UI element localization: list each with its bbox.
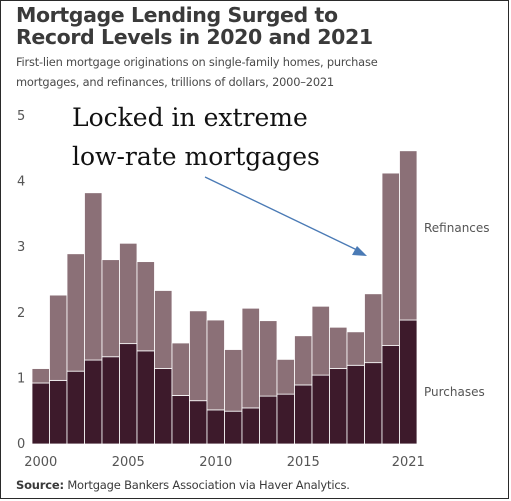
x-tick-2010: 2010	[199, 455, 232, 470]
bar-purchases-2002	[67, 371, 85, 444]
bar-refinances-2009	[190, 311, 208, 401]
bar-purchases-2016	[312, 375, 330, 444]
bar-purchases-2004	[102, 357, 120, 444]
bar-purchases-2008	[172, 395, 190, 444]
bar-refinances-2007	[155, 290, 173, 368]
source-note: Source: Mortgage Bankers Association via…	[16, 478, 350, 492]
bar-refinances-2015	[295, 336, 313, 385]
y-tick-5: 5	[17, 109, 25, 124]
x-tick-2000: 2000	[24, 455, 57, 470]
bar-purchases-2018	[347, 365, 365, 444]
bar-purchases-2001	[50, 380, 68, 444]
y-axis-ticks: 0 1 2 3 4 5	[17, 109, 25, 452]
bar-purchases-2019	[365, 363, 383, 444]
y-tick-1: 1	[17, 371, 25, 386]
bar-refinances-2006	[137, 262, 155, 351]
bar-refinances-2020	[382, 173, 400, 346]
series-label-purchases: Purchases	[424, 385, 485, 399]
bar-refinances-2008	[172, 343, 190, 395]
annotation-line-2: low-rate mortgages	[72, 142, 320, 171]
bar-purchases-2013	[260, 396, 278, 444]
annotation-arrow-head	[352, 246, 367, 256]
bar-purchases-2014	[277, 394, 295, 444]
bar-refinances-2010	[207, 320, 225, 410]
bar-purchases-2021	[400, 320, 418, 444]
bar-refinances-2004	[102, 260, 120, 357]
bar-purchases-2017	[330, 369, 348, 444]
bar-purchases-2010	[207, 410, 225, 444]
bar-purchases-2006	[137, 351, 155, 444]
bar-refinances-2000	[32, 369, 50, 383]
bar-refinances-2003	[85, 193, 103, 360]
bar-purchases-2007	[155, 369, 173, 444]
x-axis-ticks: 2000 2005 2010 2015 2021	[24, 455, 425, 470]
bar-refinances-2005	[120, 243, 138, 343]
bar-refinances-2001	[50, 295, 68, 380]
bar-refinances-2016	[312, 306, 330, 375]
bar-purchases-2015	[295, 385, 313, 444]
y-tick-0: 0	[17, 437, 25, 452]
bar-purchases-2011	[225, 411, 243, 444]
source-label: Source:	[16, 478, 64, 492]
annotation-arrow	[205, 177, 367, 256]
bars-group	[32, 151, 417, 444]
bar-purchases-2003	[85, 360, 103, 444]
annotation-arrow-line	[205, 177, 357, 250]
x-tick-2005: 2005	[112, 455, 145, 470]
bar-purchases-2009	[190, 401, 208, 444]
bar-purchases-2020	[382, 346, 400, 444]
x-tick-2021: 2021	[392, 455, 425, 470]
bar-refinances-2021	[400, 151, 418, 320]
bar-refinances-2011	[225, 350, 243, 412]
x-tick-2015: 2015	[287, 455, 320, 470]
annotation-line-1: Locked in extreme	[72, 103, 308, 132]
bar-refinances-2014	[277, 359, 295, 394]
y-tick-3: 3	[17, 240, 25, 255]
y-tick-2: 2	[17, 306, 25, 321]
bar-refinances-2017	[330, 327, 348, 368]
bar-refinances-2018	[347, 332, 365, 365]
bar-purchases-2005	[120, 344, 138, 444]
bar-purchases-2000	[32, 383, 50, 444]
bar-refinances-2012	[242, 308, 260, 408]
source-text: Mortgage Bankers Association via Haver A…	[64, 478, 350, 492]
series-label-refinances: Refinances	[424, 221, 490, 235]
y-tick-4: 4	[17, 175, 25, 190]
bar-purchases-2012	[242, 408, 260, 444]
bar-refinances-2019	[365, 294, 383, 363]
bar-refinances-2013	[260, 321, 278, 396]
bar-refinances-2002	[67, 254, 85, 371]
